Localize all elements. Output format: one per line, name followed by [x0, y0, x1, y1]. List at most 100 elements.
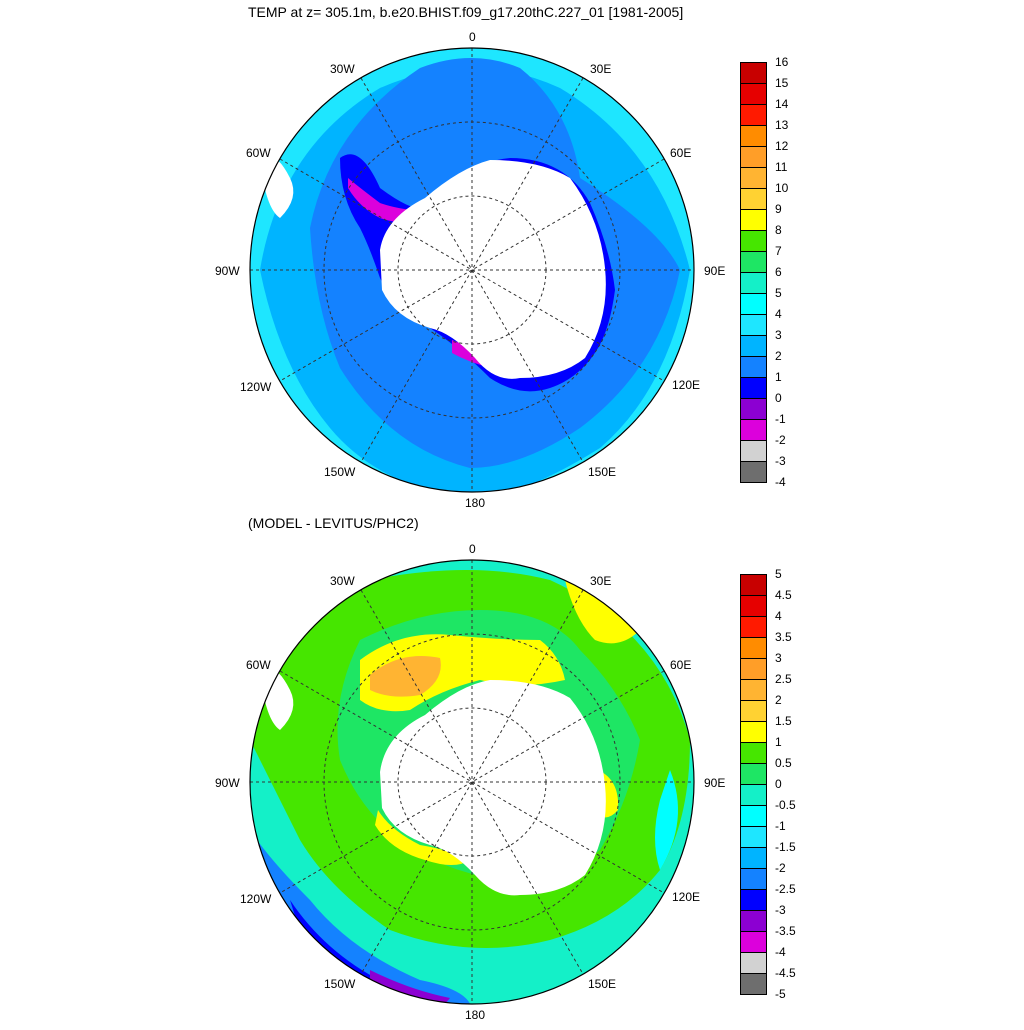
lon-label-0: 0 — [469, 30, 476, 44]
colorbar-swatch — [740, 83, 767, 105]
colorbar-tick-label: 15 — [775, 76, 789, 90]
lon-label-90w: 90W — [215, 776, 240, 790]
colorbar-swatch — [740, 805, 767, 827]
colorbar-swatch — [740, 125, 767, 147]
lon-label-90w: 90W — [215, 264, 240, 278]
colorbar-tick-label: 6 — [775, 265, 782, 279]
colorbar-swatch — [740, 616, 767, 638]
colorbar-swatch — [740, 209, 767, 231]
colorbar-tick-label: 1.5 — [775, 714, 792, 728]
colorbar-swatch — [740, 230, 767, 252]
colorbar-swatch — [740, 868, 767, 890]
colorbar-tick-label: 1 — [775, 735, 782, 749]
colorbar-swatch — [740, 146, 767, 168]
colorbar-swatch — [740, 973, 767, 995]
colorbar-tick-label: 2 — [775, 693, 782, 707]
antarctica-landmass — [380, 160, 606, 379]
lon-label-150e: 150E — [588, 465, 617, 479]
colorbar-swatch — [740, 658, 767, 680]
colorbar-tick-label: -5 — [775, 987, 786, 1001]
anomaly-warmest-west — [370, 656, 441, 697]
colorbar-swatch — [740, 910, 767, 932]
colorbar-swatch — [740, 440, 767, 462]
antarctica-landmass — [380, 680, 606, 896]
colorbar-tick-label: -3.5 — [775, 924, 796, 938]
colorbar-tick-label: -2 — [775, 433, 786, 447]
colorbar-tick-label: -4.5 — [775, 966, 796, 980]
plot-subtitle: (MODEL - LEVITUS/PHC2) — [248, 515, 419, 531]
colorbar-swatch — [740, 377, 767, 399]
lon-label-60e: 60E — [670, 146, 692, 160]
colorbar-swatch — [740, 847, 767, 869]
anomaly-polar-map — [249, 559, 695, 1005]
colorbar-swatch — [740, 251, 767, 273]
lon-label-60e: 60E — [670, 658, 692, 672]
colorbar-swatch — [740, 461, 767, 483]
colorbar-tick-label: 2 — [775, 349, 782, 363]
map-boundary — [249, 47, 695, 493]
colorbar-tick-label: 1 — [775, 370, 782, 384]
colorbar-tick-label: 2.5 — [775, 672, 792, 686]
colorbar-tick-label: -1.5 — [775, 840, 796, 854]
lon-label-30w: 30W — [330, 574, 355, 588]
lon-label-30w: 30W — [330, 62, 355, 76]
lon-label-90e: 90E — [704, 264, 726, 278]
colorbar-swatch — [740, 104, 767, 126]
colorbar-tick-label: 3 — [775, 651, 782, 665]
lon-label-150w: 150W — [324, 977, 356, 991]
lon-label-180: 180 — [465, 496, 486, 510]
colorbar-tick-label: -4 — [775, 945, 786, 959]
colorbar-swatch — [740, 335, 767, 357]
colorbar-tick-label: 4.5 — [775, 588, 792, 602]
lon-label-120e: 120E — [672, 378, 701, 392]
colorbar-swatch — [740, 889, 767, 911]
lon-label-0: 0 — [469, 542, 476, 556]
colorbar-tick-label: 14 — [775, 97, 789, 111]
colorbar-swatch — [740, 419, 767, 441]
lon-label-120w: 120W — [240, 892, 272, 906]
colorbar-tick-label: 13 — [775, 118, 789, 132]
colorbar-tick-label: 0 — [775, 391, 782, 405]
anomaly-cool-east — [655, 770, 678, 870]
colorbar-tick-label: 9 — [775, 202, 782, 216]
colorbar-tick-label: 3 — [775, 328, 782, 342]
colorbar-swatch — [740, 826, 767, 848]
anomaly-map-panel: 0 30E 60E 90E 120E 150E 180 150W 120W 90… — [215, 540, 740, 1030]
lon-label-60w: 60W — [246, 658, 271, 672]
meridian-lines — [250, 560, 694, 1004]
colorbar-swatch — [740, 398, 767, 420]
colorbar-tick-label: 5 — [775, 567, 782, 581]
colorbar-tick-label: -2.5 — [775, 882, 796, 896]
colorbar-swatch — [740, 356, 767, 378]
colorbar-tick-label: 16 — [775, 55, 789, 69]
temperature-map-panel: 0 30E 60E 90E 120E 150E 180 150W 120W 90… — [215, 28, 740, 518]
colorbar-tick-label: -1 — [775, 819, 786, 833]
lon-label-150e: 150E — [588, 977, 617, 991]
colorbar-tick-label: -2 — [775, 861, 786, 875]
colorbar-tick-label: -3 — [775, 903, 786, 917]
colorbar-tick-label: 7 — [775, 244, 782, 258]
anomaly-warm-northeast — [565, 580, 640, 644]
colorbar-swatch — [740, 721, 767, 743]
lon-label-150w: 150W — [324, 465, 356, 479]
meridian-lines — [250, 48, 694, 492]
colorbar-tick-label: 4 — [775, 307, 782, 321]
lon-label-120w: 120W — [240, 380, 272, 394]
colorbar-tick-label: 3.5 — [775, 630, 792, 644]
colorbar-swatch — [740, 931, 767, 953]
colorbar-swatch — [740, 167, 767, 189]
colorbar-tick-label: -3 — [775, 454, 786, 468]
colorbar-swatch — [740, 637, 767, 659]
colorbar-tick-label: 11 — [775, 160, 788, 174]
colorbar-swatch — [740, 595, 767, 617]
colorbar-swatch — [740, 700, 767, 722]
colorbar-temperature: 16 15 14 13 12 11 10 9 8 7 6 5 4 3 2 1 0 -1 -2 -3 -4 — [740, 55, 800, 488]
lon-label-30e: 30E — [590, 62, 612, 76]
colorbar-tick-label: 4 — [775, 609, 782, 623]
colorbar-swatch — [740, 952, 767, 974]
colorbar-tick-label: 12 — [775, 139, 789, 153]
colorbar-tick-label: -0.5 — [775, 798, 796, 812]
colorbar-swatch — [740, 574, 767, 596]
lon-label-120e: 120E — [672, 890, 701, 904]
plot-title: TEMP at z= 305.1m, b.e20.BHIST.f09_g17.2… — [248, 4, 684, 20]
